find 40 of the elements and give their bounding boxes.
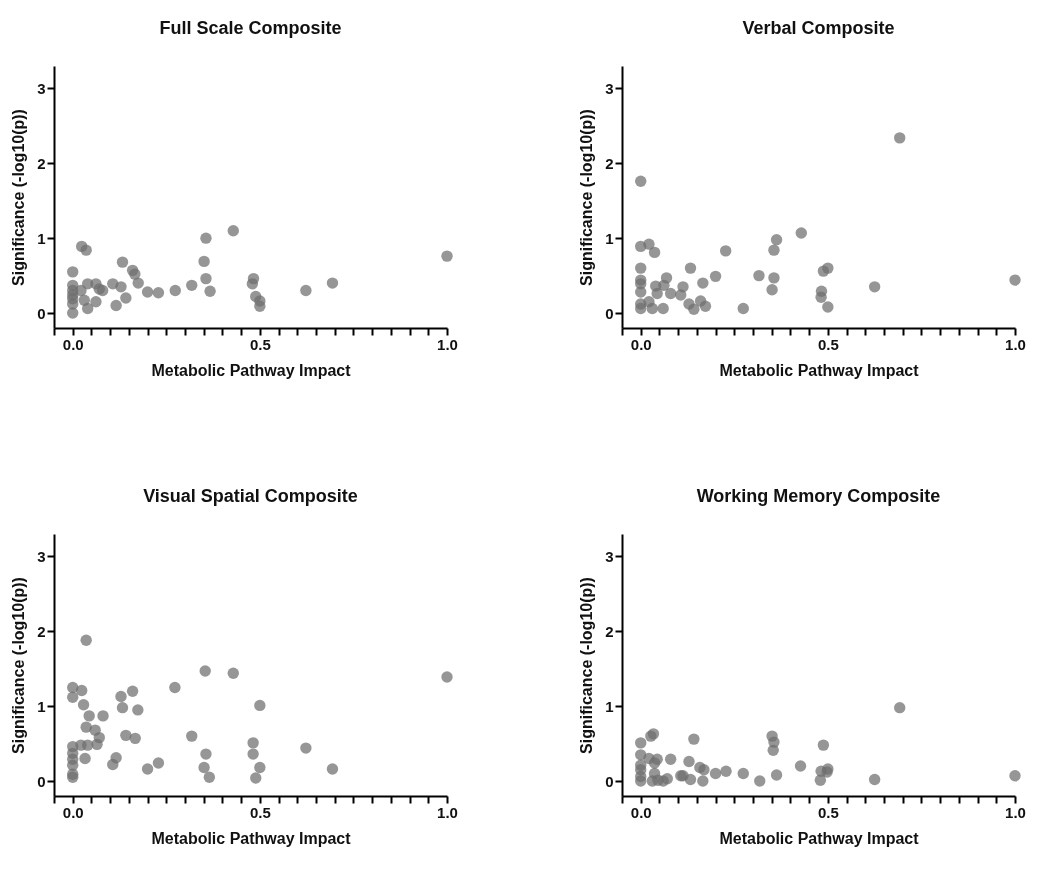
y-tick-label: 3 bbox=[37, 79, 46, 97]
x-tick-label: 0.0 bbox=[630, 803, 652, 821]
x-axis-title: Metabolic Pathway Impact bbox=[719, 829, 920, 847]
x-tick-label: 0.0 bbox=[62, 335, 84, 353]
x-axis-title: Metabolic Pathway Impact bbox=[719, 361, 920, 379]
x-tick-label: 0.0 bbox=[62, 803, 84, 821]
y-axis-title: Significance (-log10(p)) bbox=[10, 577, 28, 754]
x-axis-title: Metabolic Pathway Impact bbox=[151, 361, 352, 379]
x-tick-label: 0.5 bbox=[817, 803, 839, 821]
y-tick-label: 2 bbox=[605, 622, 614, 640]
x-tick-label: 1.0 bbox=[1005, 335, 1026, 353]
y-tick-label: 1 bbox=[37, 697, 46, 715]
chart-title: Full Scale Composite bbox=[159, 18, 342, 38]
y-axis-title: Significance (-log10(p)) bbox=[578, 109, 596, 286]
y-axis-title: Significance (-log10(p)) bbox=[10, 109, 28, 286]
x-axis-title: Metabolic Pathway Impact bbox=[151, 829, 352, 847]
y-tick-label: 3 bbox=[605, 79, 614, 97]
x-tick-label: 1.0 bbox=[437, 335, 458, 353]
y-tick-label: 1 bbox=[37, 229, 46, 247]
x-tick-label: 0.5 bbox=[249, 803, 271, 821]
y-tick-label: 3 bbox=[605, 547, 614, 565]
x-tick-label: 0.5 bbox=[817, 335, 839, 353]
x-tick-label: 1.0 bbox=[1005, 803, 1026, 821]
y-tick-label: 2 bbox=[605, 154, 614, 172]
x-tick-label: 0.0 bbox=[630, 335, 652, 353]
y-tick-label: 3 bbox=[37, 547, 46, 565]
y-tick-label: 0 bbox=[37, 772, 46, 790]
y-tick-label: 0 bbox=[605, 772, 614, 790]
y-tick-label: 2 bbox=[37, 622, 46, 640]
y-tick-label: 2 bbox=[37, 154, 46, 172]
y-tick-label: 0 bbox=[605, 304, 614, 322]
y-tick-label: 1 bbox=[605, 229, 614, 247]
chart-title: Verbal Composite bbox=[742, 18, 895, 38]
chart-title: Visual Spatial Composite bbox=[143, 486, 358, 506]
y-tick-label: 0 bbox=[37, 304, 46, 322]
chart-title: Working Memory Composite bbox=[696, 486, 941, 506]
x-tick-label: 1.0 bbox=[437, 803, 458, 821]
y-axis-title: Significance (-log10(p)) bbox=[578, 577, 596, 754]
x-tick-label: 0.5 bbox=[249, 335, 271, 353]
y-tick-label: 1 bbox=[605, 697, 614, 715]
